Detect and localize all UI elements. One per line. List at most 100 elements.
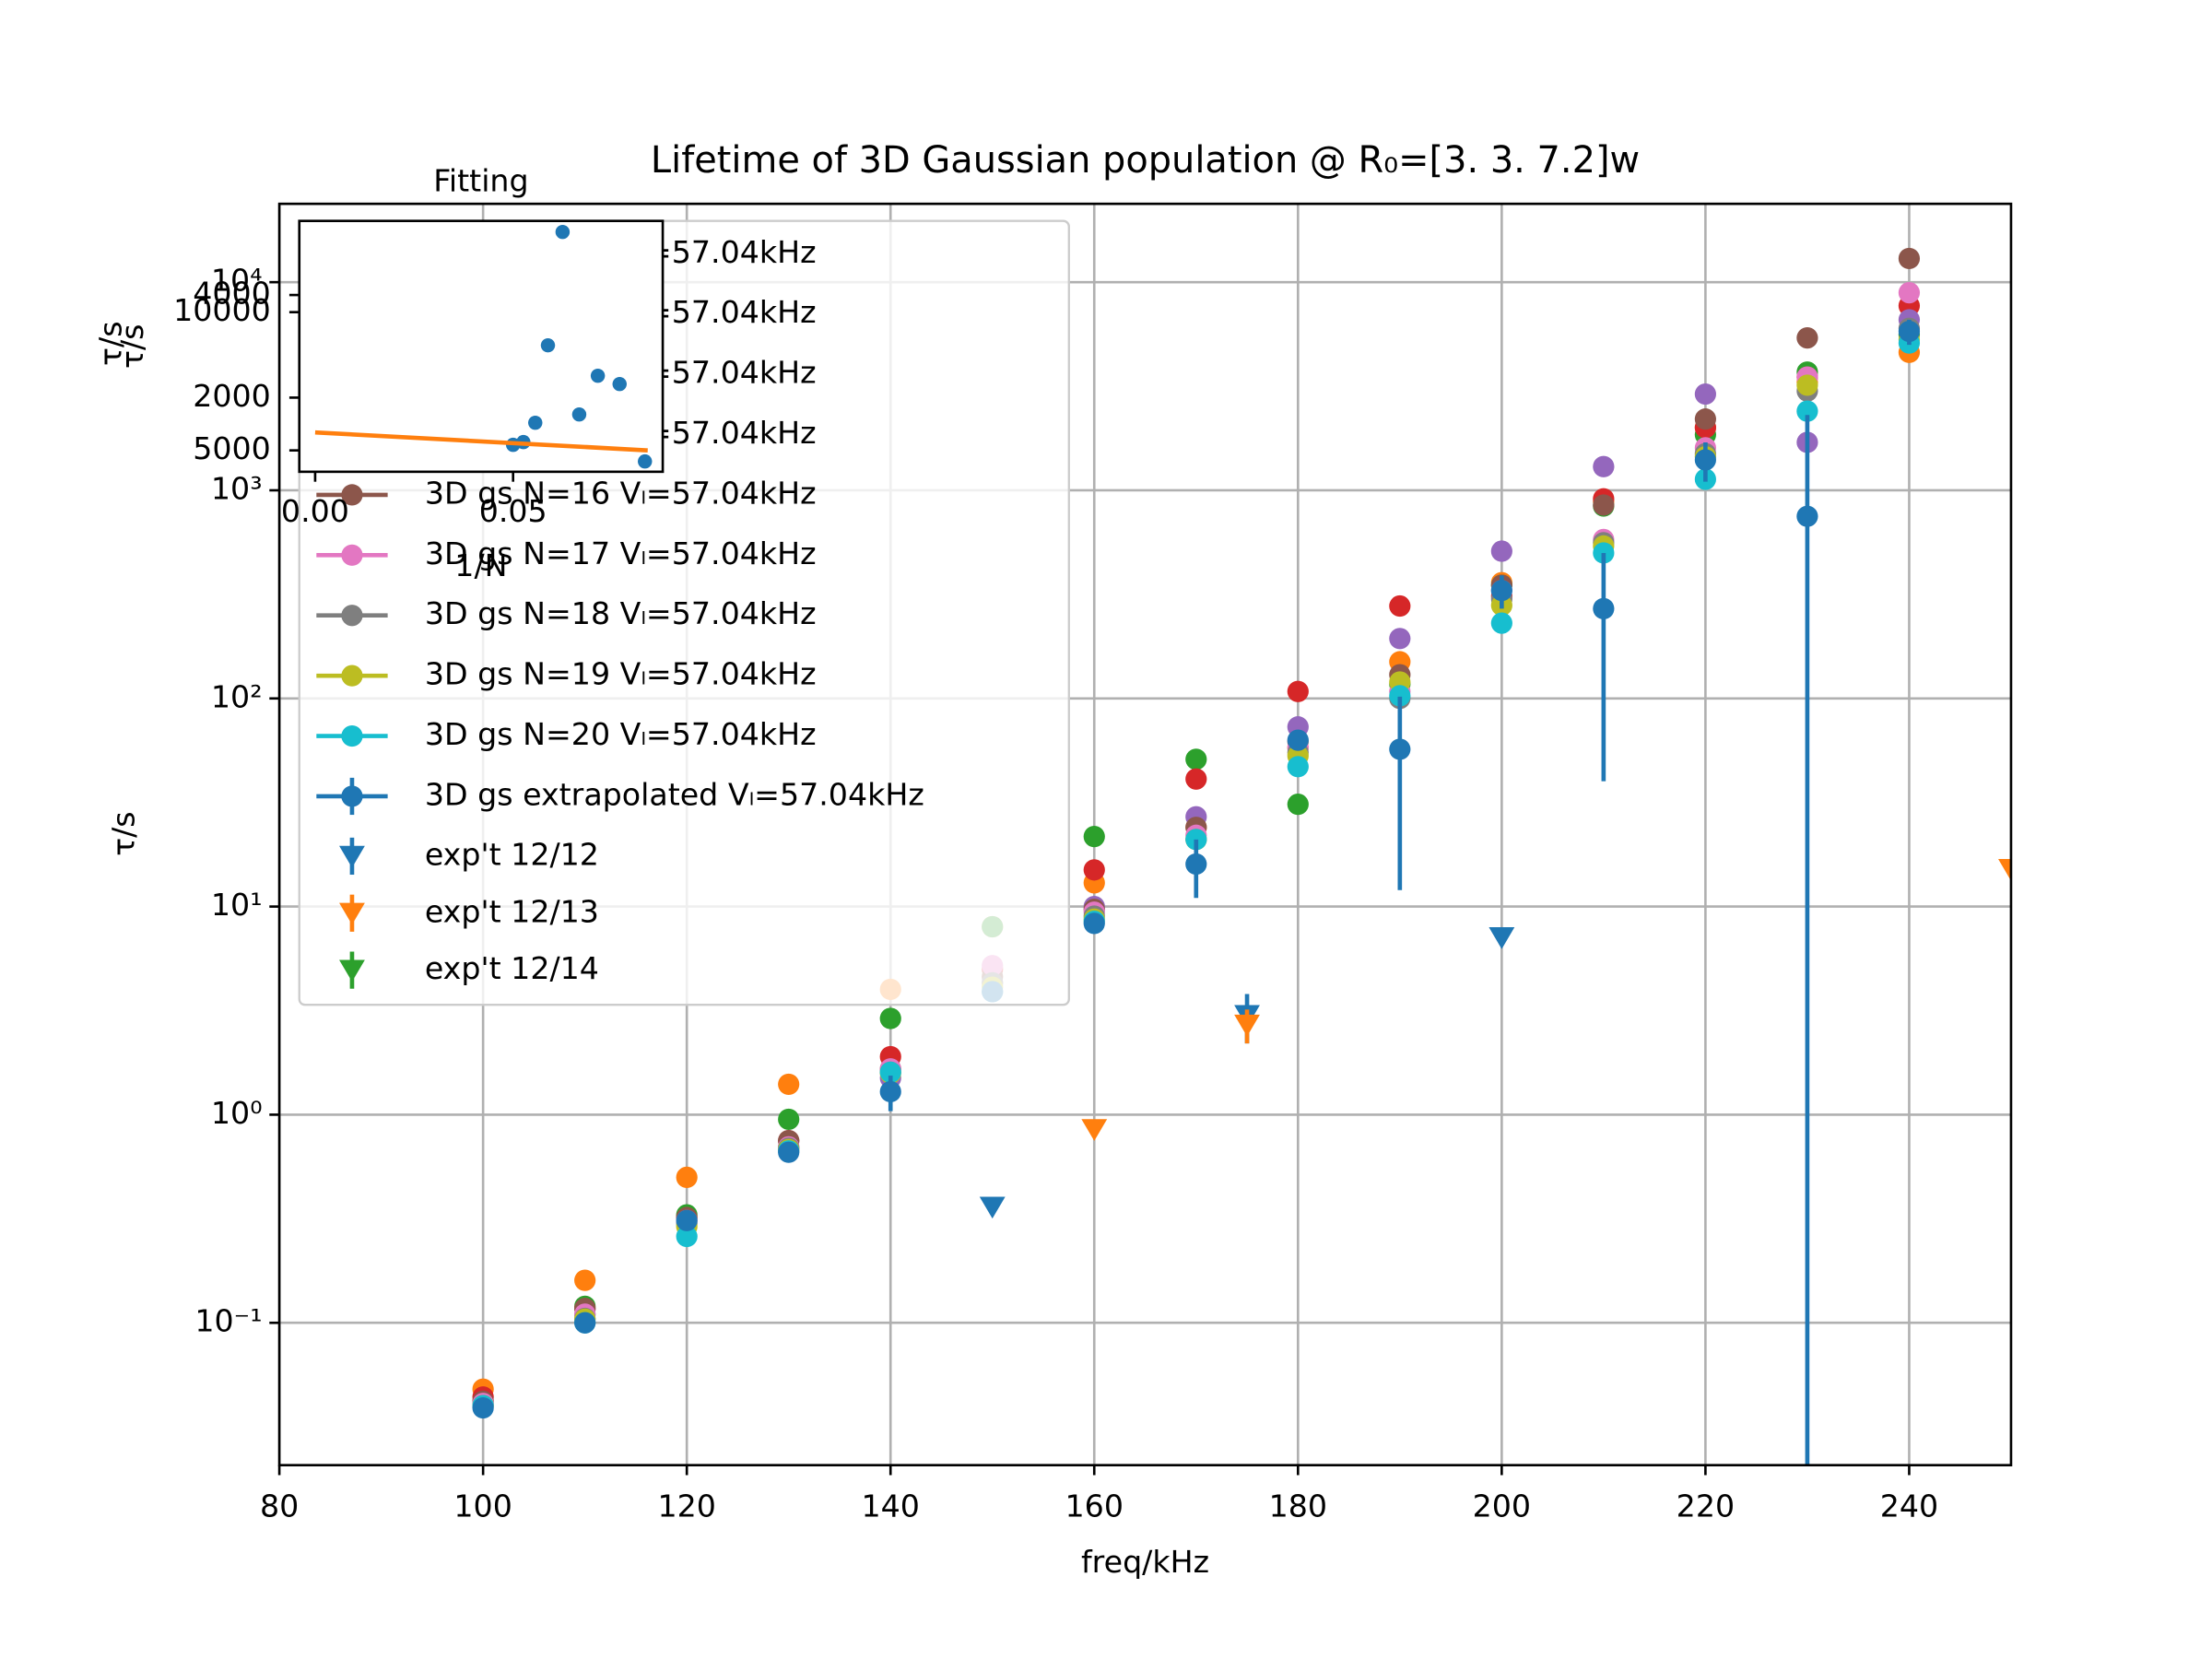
data-point: [1083, 912, 1105, 935]
legend-swatch: [341, 665, 363, 687]
y-tick-label: 10¹: [211, 887, 263, 923]
inset-background: [299, 220, 664, 472]
legend-swatch: [339, 845, 365, 868]
inset: Fitting 1/N τ/s τ/s 0.00 0.05 5000 10000 200…: [93, 162, 665, 583]
data-point: [879, 1061, 901, 1083]
data-point: [1593, 455, 1615, 477]
y-tick-label: 5000: [193, 430, 271, 466]
data-point: [1081, 1119, 1108, 1141]
x-tick-label: 180: [1269, 1488, 1327, 1524]
data-point: [1490, 580, 1512, 602]
data-point: [879, 1007, 901, 1030]
data-point: [590, 368, 606, 383]
data-point: [1083, 826, 1105, 848]
data-point: [1796, 374, 1818, 396]
data-point: [778, 1073, 800, 1096]
data-point: [1389, 685, 1411, 707]
data-point: [1694, 382, 1716, 406]
data-point: [778, 1108, 800, 1131]
inset-plot-area: [314, 224, 653, 469]
x-tick-label: 200: [1473, 1488, 1531, 1524]
y-tick-label: 10⁰: [211, 1095, 263, 1131]
x-tick-label: 160: [1065, 1488, 1124, 1524]
x-tick-label: 100: [453, 1488, 512, 1524]
data-point: [1694, 449, 1716, 471]
data-point: [676, 1225, 698, 1248]
data-point: [1287, 680, 1309, 702]
data-point: [1287, 756, 1309, 778]
data-point: [1898, 281, 1921, 304]
axes-frame: [277, 202, 2013, 1467]
legend-swatch: [341, 544, 363, 566]
legend-label: exp't 12/14: [425, 950, 599, 986]
inset-title: Fitting: [433, 162, 528, 198]
data-point: [1287, 729, 1309, 751]
data-point: [1898, 247, 1921, 270]
data-point: [472, 1396, 494, 1419]
x-tick-label: 0.00: [281, 493, 349, 529]
legend-swatch: [339, 902, 365, 925]
data-point: [1389, 738, 1411, 760]
x-tick-label: 140: [862, 1488, 920, 1524]
data-point: [1796, 505, 1818, 527]
y-tick-label: 10⁻¹: [194, 1303, 262, 1339]
legend-swatch: [341, 484, 363, 506]
data-point: [979, 1196, 1006, 1219]
data-point: [574, 1312, 596, 1334]
x-tick-label: 80: [260, 1488, 299, 1524]
data-point: [1389, 594, 1411, 618]
y-tick-label: 2000: [193, 378, 271, 414]
data-point: [1593, 597, 1615, 619]
data-point: [1185, 748, 1207, 771]
legend-label: 3D gs N=19 Vₗ=57.04kHz: [425, 656, 817, 692]
legend-label: 3D gs extrapolated Vₗ=57.04kHz: [425, 776, 924, 812]
legend-swatch: [341, 785, 363, 807]
data-point: [1185, 768, 1207, 790]
data-point: [879, 1080, 901, 1103]
legend-label: 3D gs N=16 Vₗ=57.04kHz: [425, 475, 817, 511]
inset-x-axis-label: 1/N: [454, 547, 507, 583]
inset-y-axis-label: τ/s: [114, 324, 150, 370]
y-tick-label: 10³: [211, 470, 263, 506]
axes-frame: [298, 219, 665, 474]
axes: 80 100 120 140 160 180 200 220 240 10⁻¹ 10⁰ 10¹ 10² 1…: [194, 202, 2013, 1524]
fit-line: [314, 429, 648, 453]
data-point: [1796, 400, 1818, 422]
legend-swatch: [339, 959, 365, 982]
legend-label: exp't 12/13: [425, 893, 599, 929]
data-point: [1998, 859, 2011, 881]
legend-label: 3D gs N=17 Vₗ=57.04kHz: [425, 535, 817, 571]
data-point: [1490, 612, 1512, 634]
data-point: [571, 406, 587, 422]
data-point: [1287, 794, 1309, 816]
data-point: [1796, 327, 1818, 349]
y-tick-label: 4000: [193, 276, 271, 312]
chart-title: Lifetime of 3D Gaussian population @ R₀=…: [651, 139, 1640, 182]
y-axis-label: τ/s: [106, 811, 142, 856]
y-tick-label: 10⁴: [211, 263, 263, 299]
data-point: [1389, 628, 1411, 650]
legend-swatch: [341, 724, 363, 747]
data-point: [1490, 540, 1512, 562]
x-axis-label: freq/kHz: [1081, 1544, 1209, 1580]
x-tick-label: 120: [657, 1488, 715, 1524]
data-point: [1234, 1014, 1260, 1037]
data-point: [528, 415, 543, 430]
data-point: [676, 1209, 698, 1231]
x-tick-label: 240: [1880, 1488, 1938, 1524]
data-point: [676, 1166, 698, 1188]
x-tick-label: 0.05: [479, 493, 547, 529]
data-point: [1694, 408, 1716, 430]
data-point: [574, 1269, 596, 1291]
data-point: [612, 376, 627, 392]
data-point: [540, 337, 556, 353]
legend-swatch: [341, 605, 363, 627]
data-point: [1083, 859, 1105, 881]
inset-y2-axis-label: τ/s: [93, 321, 129, 366]
legend-label: exp't 12/12: [425, 836, 599, 872]
legend-label: 3D gs N=18 Vₗ=57.04kHz: [425, 595, 817, 631]
data-point: [555, 224, 571, 240]
x-tick-label: 220: [1677, 1488, 1735, 1524]
